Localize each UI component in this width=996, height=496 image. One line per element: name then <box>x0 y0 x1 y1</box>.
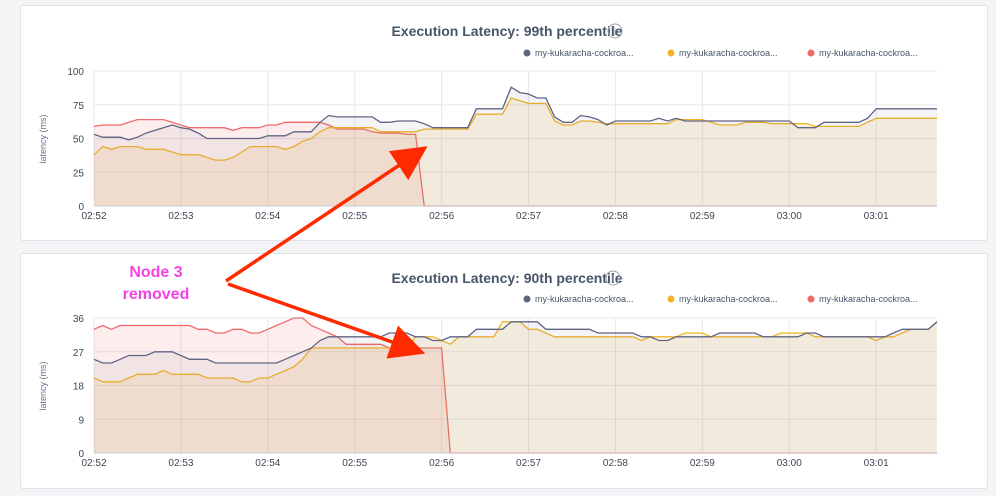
y-tick-label: 0 <box>78 449 84 460</box>
legend-swatch <box>667 295 675 303</box>
chart-p90: Execution Latency: 90th percentile i my-… <box>38 270 938 469</box>
legend-label: my-kukaracha-cockroa... <box>819 48 918 58</box>
x-tick-label: 02:53 <box>168 211 193 222</box>
y-tick-label: 75 <box>73 101 85 112</box>
legend: my-kukaracha-cockroa... my-kukaracha-cock… <box>523 48 918 58</box>
legend-swatch <box>667 49 675 57</box>
legend-label: my-kukaracha-cockroa... <box>535 294 634 304</box>
chart-panel-p99: Execution Latency: 99th percentile i my-… <box>20 5 988 241</box>
info-icon[interactable]: i <box>607 23 623 39</box>
y-tick-label: 27 <box>73 348 85 359</box>
legend-item[interactable]: my-kukaracha-cockroa... <box>807 48 918 58</box>
x-tick-label: 03:01 <box>864 458 889 469</box>
y-tick-label: 100 <box>67 67 84 78</box>
series-line <box>93 86 937 141</box>
x-tick-label: 02:54 <box>255 211 280 222</box>
svg-text:i: i <box>613 27 616 38</box>
legend-swatch <box>523 49 531 57</box>
x-tick-label: 02:58 <box>603 211 628 222</box>
legend-label: my-kukaracha-cockroa... <box>679 48 778 58</box>
y-tick-label: 18 <box>73 382 85 393</box>
legend-item[interactable]: my-kukaracha-cockroa... <box>523 48 634 58</box>
x-tick-label: 02:57 <box>516 211 541 222</box>
y-axis-label: latency (ms) <box>38 114 48 163</box>
x-tick-label: 03:00 <box>777 211 802 222</box>
x-tick-label: 02:58 <box>603 458 628 469</box>
legend: my-kukaracha-cockroa... my-kukaracha-cock… <box>523 294 918 304</box>
plot-area: 0 9 18 27 36 02:52 02:53 02:54 02:55 02:56 02:57 02… <box>73 314 938 469</box>
info-icon[interactable]: i <box>605 270 621 286</box>
x-tick-label: 02:59 <box>690 458 715 469</box>
series-area <box>94 321 937 453</box>
y-axis-label: latency (ms) <box>38 361 48 410</box>
x-tick-label: 02:55 <box>342 458 367 469</box>
x-tick-label: 02:52 <box>81 458 106 469</box>
x-tick-label: 02:57 <box>516 458 541 469</box>
x-tick-label: 02:54 <box>255 458 280 469</box>
series-area <box>94 318 937 453</box>
legend-item[interactable]: my-kukaracha-cockroa... <box>667 294 778 304</box>
x-tick-label: 02:56 <box>429 211 454 222</box>
x-tick-label: 02:52 <box>81 211 106 222</box>
x-tick-label: 02:53 <box>168 458 193 469</box>
x-tick-label: 03:00 <box>777 458 802 469</box>
legend-swatch <box>807 295 815 303</box>
y-tick-label: 9 <box>78 415 84 426</box>
y-tick-label: 36 <box>73 314 85 325</box>
legend-item[interactable]: my-kukaracha-cockroa... <box>523 294 634 304</box>
y-tick-label: 50 <box>73 135 85 146</box>
x-tick-label: 02:55 <box>342 211 367 222</box>
legend-label: my-kukaracha-cockroa... <box>535 48 634 58</box>
legend-swatch <box>807 49 815 57</box>
x-tick-label: 02:59 <box>690 211 715 222</box>
y-tick-label: 25 <box>73 168 85 179</box>
chart-title: Execution Latency: 90th percentile <box>391 270 622 286</box>
chart-panel-p90: Execution Latency: 90th percentile i my-… <box>20 253 988 489</box>
chart-title: Execution Latency: 99th percentile <box>391 23 622 39</box>
x-tick-label: 03:01 <box>864 211 889 222</box>
series-line <box>93 321 938 364</box>
y-tick-label: 0 <box>78 202 84 213</box>
legend-item[interactable]: my-kukaracha-cockroa... <box>667 48 778 58</box>
svg-text:i: i <box>611 274 614 285</box>
legend-label: my-kukaracha-cockroa... <box>679 294 778 304</box>
series-area <box>94 321 937 453</box>
legend-item[interactable]: my-kukaracha-cockroa... <box>807 294 918 304</box>
chart-p99: Execution Latency: 99th percentile i my-… <box>38 23 937 222</box>
x-tick-label: 02:56 <box>429 458 454 469</box>
plot-area: 0 25 50 75 100 02:52 02:53 02:54 02:55 02:56 02:57… <box>67 67 937 222</box>
legend-label: my-kukaracha-cockroa... <box>819 294 918 304</box>
legend-swatch <box>523 295 531 303</box>
